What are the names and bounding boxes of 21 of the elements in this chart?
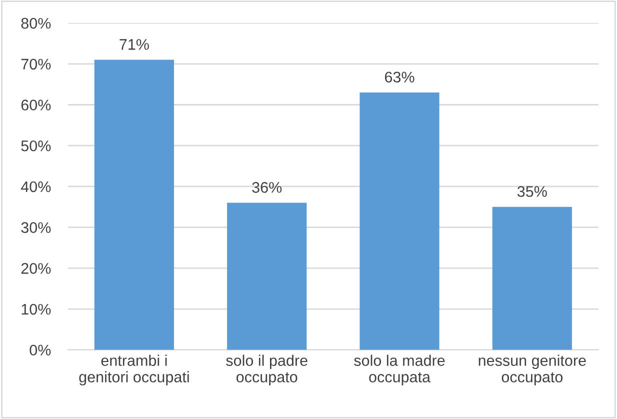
bar xyxy=(94,60,174,350)
data-label: 71% xyxy=(120,39,149,50)
y-tick-label: 30% xyxy=(21,222,51,233)
y-tick-label: 50% xyxy=(21,140,51,152)
data-label: 35% xyxy=(517,186,547,197)
x-tick-label: entrambi i genitori occupati xyxy=(79,354,189,386)
x-tick-label: solo la madre occupata xyxy=(354,354,445,386)
bar xyxy=(227,202,307,350)
x-tick-label: nessun genitore occupato xyxy=(478,354,586,386)
data-label: 36% xyxy=(252,182,282,193)
bar xyxy=(492,206,572,350)
y-tick-label: 60% xyxy=(21,100,51,110)
data-label: 63% xyxy=(384,72,414,83)
y-tick-label: 10% xyxy=(22,304,51,315)
y-tick-label: 40% xyxy=(20,181,51,192)
x-tick-label: solo il padre occupato xyxy=(226,354,308,386)
y-tick-label: 70% xyxy=(21,58,51,70)
y-tick-label: 80% xyxy=(21,18,51,29)
y-tick-label: 0% xyxy=(30,344,51,356)
bar xyxy=(360,92,440,350)
y-tick-label: 20% xyxy=(21,263,51,274)
